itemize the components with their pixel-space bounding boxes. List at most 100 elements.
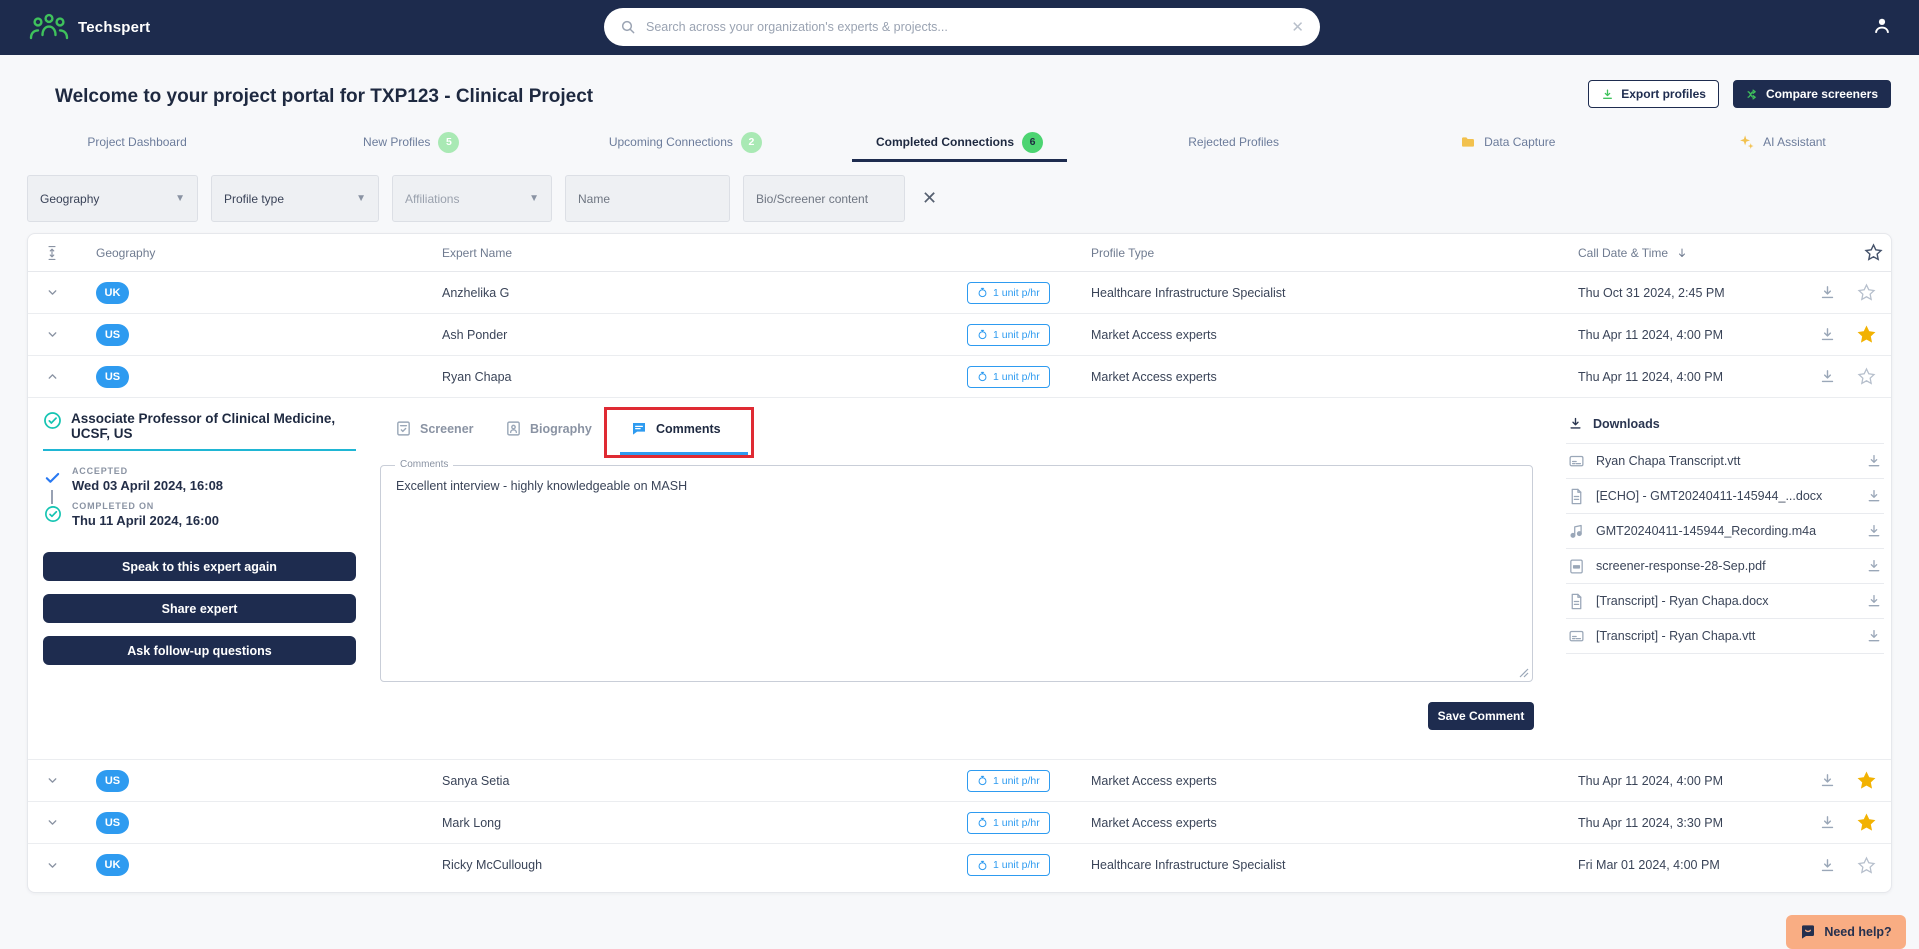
doc-file-icon — [1568, 488, 1585, 505]
rate-pill[interactable]: 1 unit p/hr — [967, 365, 1050, 388]
tab-screener[interactable]: Screener — [395, 420, 474, 437]
row-download-icon[interactable] — [1800, 326, 1855, 343]
rate-pill[interactable]: 1 unit p/hr — [967, 281, 1050, 304]
main-tab-data-capture[interactable]: Data Capture — [1371, 124, 1645, 160]
comments-textarea[interactable]: Comments Excellent interview - highly kn… — [380, 459, 1533, 682]
favorite-star-icon[interactable] — [1855, 771, 1891, 790]
row-expand-chevron-icon[interactable] — [28, 370, 76, 383]
table-row[interactable]: UK Ricky McCullough 1 unit p/hr Healthca… — [28, 844, 1891, 886]
rate-pill[interactable]: 1 unit p/hr — [967, 323, 1050, 346]
need-help-button[interactable]: Need help? — [1786, 915, 1906, 949]
download-file-row[interactable]: [Transcript] - Ryan Chapa.docx — [1566, 584, 1884, 619]
download-file-row[interactable]: [Transcript] - Ryan Chapa.vtt — [1566, 619, 1884, 654]
row-expand-chevron-icon[interactable] — [28, 774, 76, 787]
accepted-check-icon — [44, 469, 61, 486]
tab-count-badge: 2 — [740, 131, 762, 153]
download-file-row[interactable]: GMT20240411-145944_Recording.m4a — [1566, 514, 1884, 549]
row-expand-chevron-icon[interactable] — [28, 286, 76, 299]
expert-detail-panel: Associate Professor of Clinical Medicine… — [28, 398, 1891, 760]
share-expert-button[interactable]: Share expert — [43, 594, 356, 623]
top-bar: Techspert ✕ — [0, 0, 1919, 55]
row-download-icon[interactable] — [1800, 368, 1855, 385]
tab-biography[interactable]: Biography — [505, 420, 592, 437]
geography-badge: US — [96, 769, 129, 792]
bio-screener-filter-input[interactable] — [756, 191, 892, 206]
table-row[interactable]: US Ryan Chapa 1 unit p/hr Market Access … — [28, 356, 1891, 398]
col-profile-type[interactable]: Profile Type — [1091, 245, 1155, 260]
geography-badge: US — [96, 323, 129, 346]
favorite-star-icon[interactable] — [1855, 367, 1891, 386]
vtt-file-icon — [1568, 453, 1585, 470]
file-download-icon[interactable] — [1866, 628, 1882, 644]
row-download-icon[interactable] — [1800, 284, 1855, 301]
vtt-file-icon — [1568, 628, 1585, 645]
col-geography[interactable]: Geography — [96, 245, 156, 260]
expand-all-icon[interactable] — [28, 245, 76, 261]
file-download-icon[interactable] — [1866, 453, 1882, 469]
row-expand-chevron-icon[interactable] — [28, 328, 76, 341]
rate-pill[interactable]: 1 unit p/hr — [967, 854, 1050, 876]
table-row[interactable]: US Sanya Setia 1 unit p/hr Market Access… — [28, 760, 1891, 802]
table-row[interactable]: US Ash Ponder 1 unit p/hr Market Access … — [28, 314, 1891, 356]
main-tab-ai-assistant[interactable]: AI Assistant — [1645, 124, 1919, 160]
profile-type-filter[interactable]: Profile type ▼ — [211, 175, 379, 222]
global-search[interactable]: ✕ — [604, 8, 1320, 46]
clear-filters-icon[interactable]: ✕ — [922, 188, 938, 208]
account-icon[interactable] — [1871, 14, 1893, 38]
name-filter-input[interactable] — [578, 191, 717, 206]
favorite-star-icon[interactable] — [1855, 856, 1891, 875]
search-clear-icon[interactable]: ✕ — [1291, 18, 1304, 36]
row-download-icon[interactable] — [1800, 857, 1855, 874]
col-expert-name[interactable]: Expert Name — [442, 245, 513, 260]
tab-comments[interactable]: Comments — [630, 420, 721, 438]
ask-followup-button[interactable]: Ask follow-up questions — [43, 636, 356, 665]
profile-type: Market Access experts — [1091, 773, 1217, 788]
rate-pill[interactable]: 1 unit p/hr — [967, 811, 1050, 834]
call-datetime: Thu Apr 11 2024, 4:00 PM — [1578, 773, 1724, 788]
stopwatch-icon — [977, 817, 988, 828]
brand-logo[interactable]: Techspert — [28, 0, 150, 55]
stopwatch-icon — [977, 860, 988, 871]
favorite-star-icon[interactable] — [1855, 813, 1891, 832]
header-star-icon[interactable] — [1855, 243, 1891, 262]
export-profiles-button[interactable]: Export profiles — [1588, 80, 1719, 108]
screener-doc-icon — [395, 420, 412, 437]
table-row[interactable]: UK Anzhelika G 1 unit p/hr Healthcare In… — [28, 272, 1891, 314]
file-download-icon[interactable] — [1866, 558, 1882, 574]
resize-handle-icon[interactable] — [1519, 668, 1529, 678]
compare-screeners-button[interactable]: Compare screeners — [1732, 80, 1891, 108]
geography-badge: US — [96, 365, 129, 388]
favorite-star-icon[interactable] — [1855, 325, 1891, 344]
row-download-icon[interactable] — [1800, 772, 1855, 789]
main-tab-upcoming-connections[interactable]: Upcoming Connections 2 — [548, 124, 822, 160]
stopwatch-icon — [977, 329, 988, 340]
speak-again-button[interactable]: Speak to this expert again — [43, 552, 356, 581]
expert-name: Mark Long — [442, 815, 502, 830]
table-row[interactable]: US Mark Long 1 unit p/hr Market Access e… — [28, 802, 1891, 844]
search-input[interactable] — [646, 20, 1282, 34]
favorite-star-icon[interactable] — [1855, 283, 1891, 302]
download-file-row[interactable]: Ryan Chapa Transcript.vtt — [1566, 444, 1884, 479]
rate-pill[interactable]: 1 unit p/hr — [967, 769, 1050, 792]
geography-filter[interactable]: Geography ▼ — [27, 175, 198, 222]
affiliations-filter[interactable]: Affiliations ▼ — [392, 175, 552, 222]
main-tab-rejected-profiles[interactable]: Rejected Profiles — [1188, 135, 1279, 149]
main-tab-project-dashboard[interactable]: Project Dashboard — [87, 135, 187, 149]
save-comment-button[interactable]: Save Comment — [1428, 702, 1534, 730]
row-expand-chevron-icon[interactable] — [28, 859, 76, 872]
file-download-icon[interactable] — [1866, 593, 1882, 609]
download-file-row[interactable]: [ECHO] - GMT20240411-145944_...docx — [1566, 479, 1884, 514]
call-datetime: Thu Apr 11 2024, 4:00 PM — [1578, 327, 1724, 342]
main-tab-new-profiles[interactable]: New Profiles 5 — [274, 124, 548, 160]
search-icon — [620, 19, 636, 35]
call-datetime: Thu Apr 11 2024, 3:30 PM — [1578, 815, 1724, 830]
row-download-icon[interactable] — [1800, 814, 1855, 831]
expert-name: Ryan Chapa — [442, 369, 512, 384]
file-download-icon[interactable] — [1866, 523, 1882, 539]
main-tab-completed-connections[interactable]: Completed Connections 6 — [822, 124, 1096, 162]
file-download-icon[interactable] — [1866, 488, 1882, 504]
row-expand-chevron-icon[interactable] — [28, 816, 76, 829]
col-call-date[interactable]: Call Date & Time — [1578, 246, 1800, 260]
download-file-row[interactable]: screener-response-28-Sep.pdf — [1566, 549, 1884, 584]
main-tab-bar: Project Dashboard New Profiles 5 Upcomin… — [0, 124, 1919, 162]
